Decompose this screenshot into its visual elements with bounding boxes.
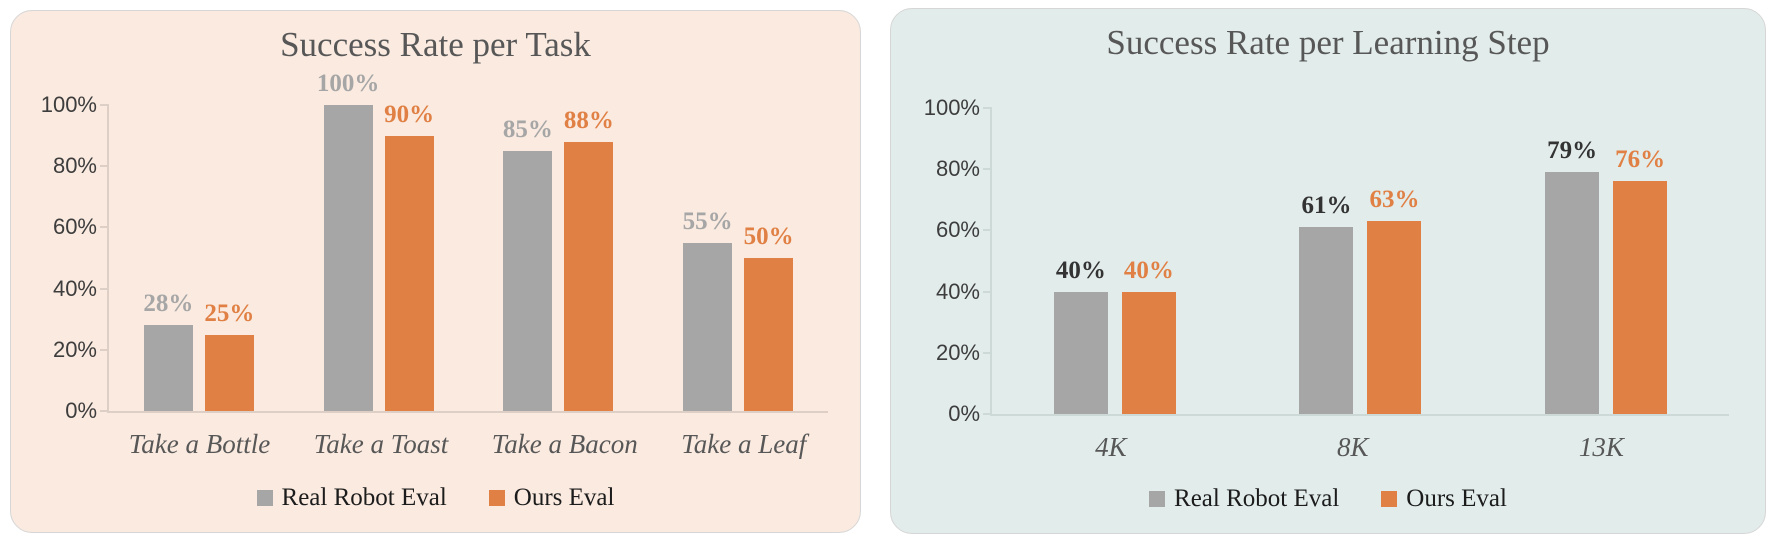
- y-tick-label: 60%: [52, 214, 97, 240]
- legend-item: Real Robot Eval: [1149, 485, 1339, 513]
- chart-title: Success Rate per Learning Step: [1106, 23, 1550, 62]
- bar-value-label: 55%: [682, 207, 733, 235]
- legend-marker: [1149, 491, 1166, 507]
- legend: Real Robot Eval Ours Eval: [891, 485, 1765, 513]
- bar-value-label: 100%: [316, 70, 380, 97]
- bar-group: 40% 40%: [1053, 108, 1176, 414]
- bar-real-robot-eval: 61%: [1299, 192, 1354, 414]
- bar-groups: 28% 25% 100% 90% 85% 88% 55% 50%: [109, 70, 828, 411]
- y-tick-mark: [100, 104, 109, 106]
- category-label: 13K: [1578, 432, 1624, 462]
- task-chart-panel: Success Rate per Task 28% 25% 100% 90% 85% 88…: [10, 10, 861, 533]
- bar-real-robot-eval: 28%: [143, 290, 193, 411]
- category-label: Take a Toast: [313, 429, 449, 459]
- category-labels: 4K 8K 13K: [990, 432, 1729, 463]
- bar-group: 55% 50%: [683, 105, 794, 411]
- bar-real-robot-eval: 85%: [503, 116, 553, 411]
- legend-label: Ours Eval: [1406, 485, 1507, 512]
- y-tick-mark: [983, 229, 992, 232]
- y-tick-label: 100%: [40, 92, 97, 117]
- category-labels: Take a Bottle Take a Toast Take a Bacon Tak…: [107, 429, 828, 460]
- category-label: Take a Bottle: [128, 429, 271, 459]
- legend-label: Real Robot Eval: [281, 484, 447, 511]
- y-tick-mark: [100, 410, 109, 412]
- y-tick-label: 20%: [935, 339, 980, 365]
- y-tick-mark: [983, 290, 992, 293]
- bar-real-robot-eval: 40%: [1053, 257, 1108, 414]
- bar-ours-eval: 88%: [564, 107, 614, 411]
- learning-step-chart-panel: Success Rate per Learning Step 40% 40% 61%…: [890, 8, 1766, 534]
- bar-value-label: 40%: [1123, 256, 1174, 284]
- y-tick-mark: [983, 413, 992, 415]
- bar-value-label: 40%: [1055, 256, 1106, 284]
- bar-value-label: 50%: [743, 223, 794, 250]
- bar-value-label: 61%: [1301, 192, 1352, 220]
- y-tick-label: 40%: [935, 278, 980, 304]
- bar-value-label: 79%: [1547, 137, 1598, 165]
- y-tick-mark: [983, 168, 992, 171]
- legend-label: Ours Eval: [513, 484, 615, 511]
- bar-groups: 40% 40% 61% 63% 79% 76%: [992, 108, 1729, 414]
- y-tick-label: 80%: [935, 156, 980, 182]
- y-tick-label: 0%: [948, 401, 980, 426]
- category-label: Take a Leaf: [681, 429, 807, 459]
- bar-group: 79% 76%: [1545, 108, 1668, 414]
- legend-item: Ours Eval: [488, 484, 615, 512]
- legend-marker: [1381, 491, 1398, 507]
- bar-ours-eval: 25%: [204, 300, 254, 411]
- y-tick-label: 100%: [923, 95, 980, 120]
- y-tick-mark: [983, 107, 992, 109]
- y-tick-mark: [100, 287, 109, 290]
- plot-area: 28% 25% 100% 90% 85% 88% 55% 50% 0% 20% 40% 60% 80%…: [41, 70, 828, 423]
- bar-ours-eval: 40%: [1121, 257, 1176, 414]
- legend-marker: [488, 490, 505, 506]
- chart-title: Success Rate per Task: [280, 25, 591, 64]
- bar-group: 61% 63%: [1299, 108, 1422, 414]
- y-tick-label: 60%: [935, 217, 980, 243]
- bar-value-label: 76%: [1615, 146, 1666, 174]
- plot-area: 40% 40% 61% 63% 79% 76% 0% 20% 40% 60% 80% 100%: [924, 96, 1729, 426]
- bar-value-label: 88%: [563, 106, 614, 134]
- bar-value-label: 63%: [1369, 186, 1420, 214]
- bar-ours-eval: 50%: [744, 223, 794, 411]
- category-label: 8K: [1336, 432, 1369, 462]
- bar-group: 100% 90%: [317, 70, 434, 411]
- bar-real-robot-eval: 55%: [683, 208, 733, 411]
- bar-ours-eval: 90%: [384, 101, 434, 411]
- bar-ours-eval: 63%: [1367, 186, 1422, 414]
- y-tick-mark: [100, 165, 109, 168]
- legend-item: Ours Eval: [1381, 485, 1507, 513]
- bar-value-label: 85%: [502, 115, 553, 143]
- y-tick-label: 0%: [65, 398, 97, 423]
- bar-group: 85% 88%: [503, 105, 614, 411]
- bar-real-robot-eval: 100%: [317, 70, 379, 411]
- bar-ours-eval: 76%: [1613, 146, 1668, 414]
- category-label: 4K: [1095, 432, 1127, 462]
- y-tick-label: 80%: [52, 153, 97, 179]
- legend-label: Real Robot Eval: [1174, 485, 1340, 512]
- category-label: Take a Bacon: [491, 429, 638, 459]
- y-tick-label: 20%: [52, 336, 97, 362]
- legend: Real Robot Eval Ours Eval: [11, 484, 860, 512]
- bar-value-label: 90%: [384, 100, 435, 128]
- bar-value-label: 28%: [143, 290, 194, 318]
- y-tick-label: 40%: [52, 275, 97, 301]
- legend-marker: [256, 490, 273, 506]
- legend-item: Real Robot Eval: [256, 484, 447, 512]
- y-tick-mark: [100, 348, 109, 351]
- bar-real-robot-eval: 79%: [1545, 137, 1600, 414]
- y-tick-mark: [100, 226, 109, 229]
- bar-value-label: 25%: [204, 299, 255, 327]
- y-tick-mark: [983, 351, 992, 354]
- bar-group: 28% 25%: [143, 105, 254, 411]
